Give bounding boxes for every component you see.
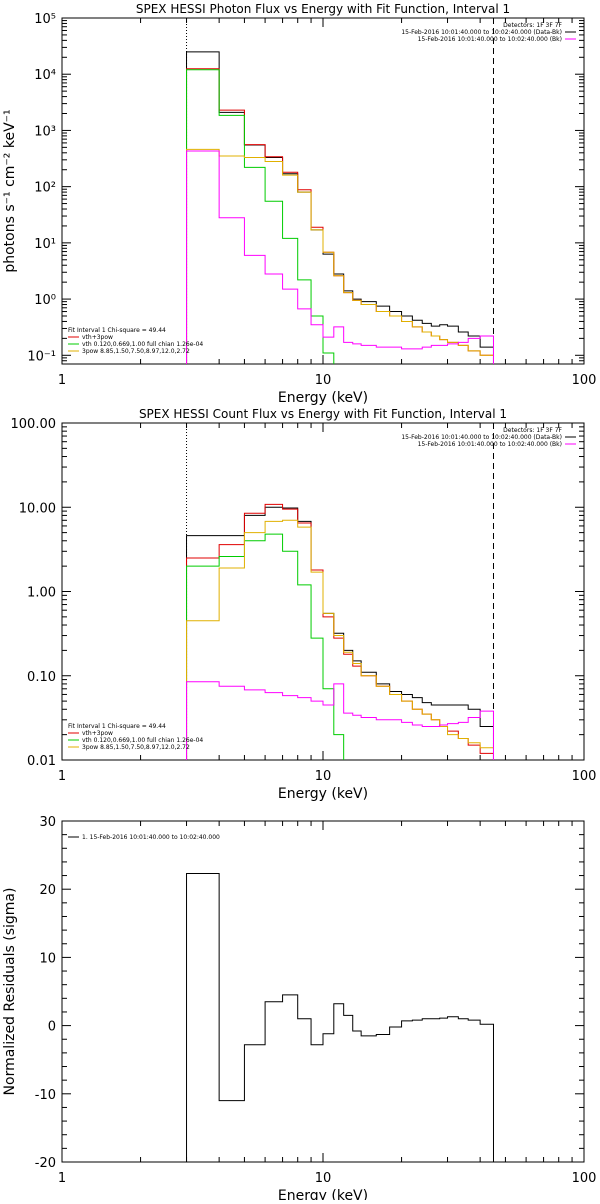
y-tick-label: 100.00 — [11, 417, 57, 432]
legend-left-entry: vth 0.120,0.669,1.00 full chian 1.26e-04 — [82, 341, 203, 348]
legend-left-header: Fit Interval 1 Chi-square = 49.44 — [68, 723, 166, 730]
y-axis-label: photons s⁻¹ cm⁻² keV⁻¹ — [2, 109, 18, 272]
series-line-2 — [186, 68, 494, 364]
x-tick-label: 1 — [58, 373, 66, 388]
legend-right-entry: 15-Feb-2016 10:01:40.000 to 10:02:40.000… — [418, 36, 562, 43]
y-tick-label: 0.01 — [27, 754, 56, 769]
legend-left-entry: vth 0.120,0.669,1.00 full chian 1.26e-04 — [82, 737, 203, 744]
x-tick-label: 10 — [315, 769, 332, 784]
plot-frame — [61, 820, 585, 1163]
y-tick-label: 10³ — [34, 124, 56, 139]
legend-left-entry: 3pow 8.85,1.50,7.50,8.97,12.0,2.72 — [82, 744, 190, 751]
series-line-1 — [186, 873, 494, 1162]
y-tick-label: 20 — [39, 883, 56, 898]
series-group — [186, 873, 494, 1162]
y-tick-label: 10² — [34, 181, 56, 196]
legend-left-entry: 3pow 8.85,1.50,7.50,8.97,12.0,2.72 — [82, 348, 190, 355]
y-tick-label: 10¹ — [34, 237, 56, 252]
series-line-5 — [186, 681, 494, 760]
series-group — [186, 503, 494, 760]
panel-1: SPEX HESSI Photon Flux vs Energy with Fi… — [2, 2, 597, 406]
plot-frame — [61, 17, 585, 365]
chart-title: SPEX HESSI Count Flux vs Energy with Fit… — [139, 407, 507, 421]
x-tick-label: 100 — [572, 769, 597, 784]
legend-right-entry: 15-Feb-2016 10:01:40.000 to 10:02:40.000… — [401, 29, 562, 36]
legend-right-header: Detectors: 1F 3F 7F — [503, 427, 562, 434]
series-line-5 — [186, 150, 494, 364]
x-tick-label: 100 — [572, 1171, 597, 1186]
x-tick-label: 1 — [58, 1171, 66, 1186]
x-tick-label: 1 — [58, 769, 66, 784]
x-tick-label: 100 — [572, 373, 597, 388]
panel-2: SPEX HESSI Count Flux vs Energy with Fit… — [11, 407, 597, 802]
series-group — [186, 51, 494, 364]
y-tick-label: 10 — [39, 951, 56, 966]
legend-left-entry: 1. 15-Feb-2016 10:01:40.000 to 10:02:40.… — [82, 834, 220, 841]
x-axis-label: Energy (keV) — [278, 1188, 368, 1200]
series-line-3 — [186, 533, 345, 760]
y-tick-label: 30 — [39, 815, 56, 830]
x-axis-label: Energy (keV) — [278, 390, 368, 406]
y-tick-label: 0.10 — [27, 670, 56, 685]
x-axis-label: Energy (keV) — [278, 786, 368, 802]
legend-right-header: Detectors: 1F 3F 7F — [503, 22, 562, 29]
series-line-2 — [186, 503, 494, 760]
series-line-4 — [186, 148, 494, 364]
legend-left-entry: vth+3pow — [82, 334, 113, 341]
x-tick-label: 10 — [315, 373, 332, 388]
series-line-3 — [186, 69, 335, 364]
series-line-1 — [186, 51, 494, 364]
legend-left-header: Fit Interval 1 Chi-square = 49.44 — [68, 327, 166, 334]
panel-3: 1 10 100 Energy (keV) -20 -10 0 10 20 30 Normalize… — [2, 815, 597, 1204]
legend-right-entry: 15-Feb-2016 10:01:40.000 to 10:02:40.000… — [418, 441, 562, 448]
y-tick-label: 1.00 — [27, 586, 56, 601]
y-tick-label: 10⁴ — [34, 68, 56, 83]
chart-title: SPEX HESSI Photon Flux vs Energy with Fi… — [136, 2, 510, 16]
y-tick-label: 0 — [48, 1020, 56, 1035]
series-line-4 — [186, 519, 494, 760]
y-axis-label: Normalized Residuals (sigma) — [2, 888, 18, 1096]
legend-left-entry: vth+3pow — [82, 730, 113, 737]
y-tick-label: 10.00 — [19, 501, 56, 516]
x-tick-label: 10 — [315, 1171, 332, 1186]
y-tick-label: 10⁻¹ — [27, 349, 56, 364]
y-tick-label: -10 — [35, 1088, 56, 1103]
y-tick-label: 10⁵ — [34, 12, 56, 27]
y-tick-label: 10⁰ — [34, 293, 56, 308]
y-tick-label: -20 — [35, 1156, 56, 1171]
legend-right-entry: 15-Feb-2016 10:01:40.000 to 10:02:40.000… — [401, 434, 562, 441]
